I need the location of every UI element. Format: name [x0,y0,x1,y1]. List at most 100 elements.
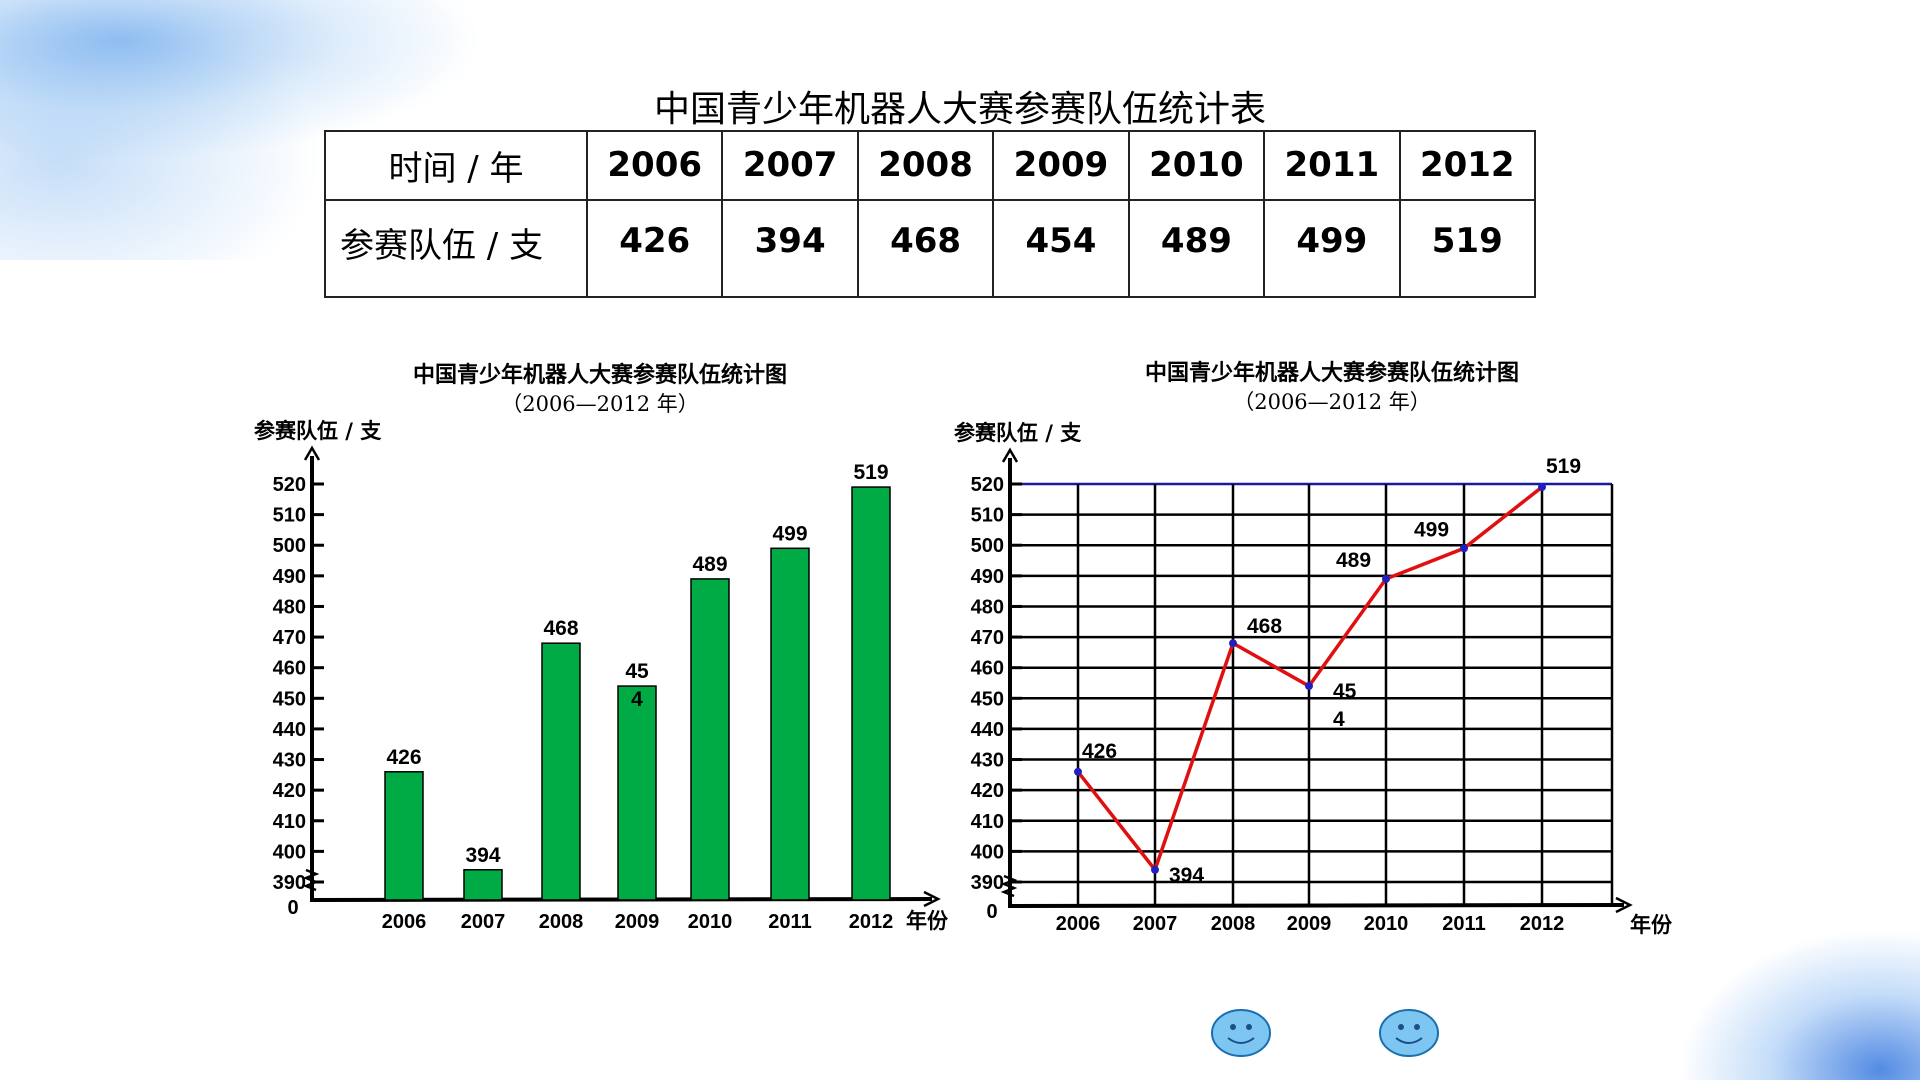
smiley-face-icon [1379,1009,1439,1057]
bar-x-tick-label: 2009 [615,911,660,933]
bar-chart-subtitle: （2006—2012 年） [501,392,699,416]
bar [384,771,424,901]
statistics-table: 时间 / 年 2006 2007 2008 2009 2010 2011 201… [324,130,1537,299]
year-cell: 2006 [585,130,724,201]
value-cell: 394 [721,198,859,299]
bar-x-tick-label: 2006 [382,911,427,933]
line-chart-subtitle: （2006—2012 年） [1233,390,1431,414]
line-y-tick-label: 0 [986,901,997,923]
value-cell: 499 [1263,198,1401,299]
bar-y-axis-label: 参赛队伍 / 支 [254,418,382,443]
line-y-tick-label: 410 [971,811,1004,833]
bar-data-label: 394 [465,844,500,867]
bar-y-tick-label: 390 [273,872,306,894]
bar-y-tick-label: 400 [273,841,306,863]
line-y-tick-label: 420 [971,780,1004,802]
line-x-tick-label: 2006 [1056,913,1101,935]
data-point [1074,767,1082,776]
bar-y-tick-label: 480 [273,596,306,618]
line-y-tick-label: 520 [971,474,1004,496]
bar-x-tick-label: 2012 [849,911,894,933]
bar-y-tick-label: 500 [273,535,306,557]
line-x-axis-arrow [1615,896,1633,914]
bar-y-tick-label: 490 [273,566,306,588]
year-cell: 2008 [856,130,995,201]
table-title: 中国青少年机器人大赛参赛队伍统计表 [653,89,1266,130]
bar-data-label: 426 [386,746,421,769]
row-header-time: 时间 / 年 [324,130,588,201]
bar-x-tick-label: 2011 [768,911,811,933]
line-y-tick-label: 450 [971,688,1004,710]
data-point [1538,483,1546,492]
bar-data-label: 4 [631,688,643,711]
data-point [1382,574,1390,583]
bar-y-tick-label: 420 [273,780,306,802]
year-cell: 2012 [1398,130,1537,201]
bar-y-tick-label: 430 [273,750,306,772]
year-cell: 2009 [992,130,1130,201]
line-y-tick-label: 460 [971,658,1004,680]
bar-data-label: 499 [772,522,807,545]
line-y-tick-label: 510 [971,505,1004,527]
bar-y-axis-arrow [303,445,321,461]
line-y-tick-label: 430 [971,750,1004,772]
line-y-tick-label: 400 [971,841,1004,863]
bar [851,486,891,901]
year-cell: 2010 [1127,130,1266,201]
line-data-label: 489 [1336,549,1371,572]
bar [541,642,581,901]
bar-x-tick-label: 2010 [688,911,733,933]
bar-x-tick-label: 2007 [461,911,506,933]
bar-data-label: 45 [625,660,649,683]
line-x-tick-label: 2007 [1133,913,1178,935]
line-x-axis-label: 年份 [1630,912,1673,937]
bar-y-tick-label: 0 [287,897,298,919]
table-row-years: 时间 / 年 2006 2007 2008 2009 2010 2011 201… [324,130,1537,201]
line-data-label: 4 [1333,708,1345,731]
data-point [1305,682,1313,691]
line-x-tick-label: 2008 [1211,913,1256,935]
bar-y-tick-label: 520 [273,474,306,496]
value-cell: 468 [856,198,995,299]
bar-x-tick-label: 2008 [539,911,584,933]
line-data-label: 394 [1169,864,1204,887]
bar-y-tick-label: 510 [273,505,306,527]
year-cell: 2011 [1263,130,1401,201]
line-x-axis [1009,903,1625,908]
bar-data-label: 489 [692,553,727,576]
smiley-face-icon [1211,1009,1271,1057]
data-point [1229,639,1237,648]
line-y-tick-label: 500 [971,535,1004,557]
data-point [1151,865,1159,874]
bar [463,869,503,901]
data-point [1460,544,1468,553]
line-y-tick-label: 470 [971,627,1004,649]
bar-data-label: 519 [853,461,888,484]
line-x-tick-label: 2010 [1364,913,1409,935]
line-y-axis-arrow [1001,447,1019,463]
value-cell: 519 [1398,198,1537,299]
line-data-label: 45 [1333,680,1357,703]
bar-y-tick-label: 460 [273,658,306,680]
line-y-tick-label: 390 [971,872,1004,894]
line-y-tick-label: 490 [971,566,1004,588]
bar-y-tick-label: 450 [273,688,306,710]
bar-y-tick-label: 440 [273,719,306,741]
line-chart-title: 中国青少年机器人大赛参赛队伍统计图 [1145,360,1519,386]
line-data-label: 426 [1082,740,1117,763]
value-cell: 426 [585,198,724,299]
line-x-tick-label: 2009 [1287,913,1332,935]
line-x-tick-label: 2012 [1520,913,1565,935]
line-y-tick-label: 440 [971,719,1004,741]
value-cell: 489 [1127,198,1266,299]
line-data-label: 519 [1546,455,1581,478]
line-x-tick-label: 2011 [1442,913,1485,935]
bar-data-label: 468 [543,617,578,640]
line-data-label: 499 [1414,518,1449,541]
bar [770,547,810,901]
value-cell: 454 [992,198,1130,299]
line-y-axis-label: 参赛队伍 / 支 [954,420,1082,445]
bar-y-tick-label: 470 [273,627,306,649]
bar-x-axis-label: 年份 [906,908,949,933]
